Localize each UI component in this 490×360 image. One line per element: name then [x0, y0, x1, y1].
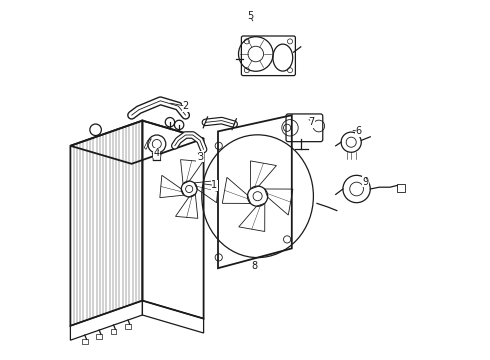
Text: 4: 4	[154, 148, 160, 158]
Text: 5: 5	[247, 11, 253, 21]
Text: 9: 9	[363, 177, 368, 187]
Text: 7: 7	[309, 117, 315, 127]
Text: 3: 3	[197, 152, 203, 162]
Text: 2: 2	[182, 101, 189, 111]
Text: 6: 6	[355, 126, 362, 136]
Text: 1: 1	[211, 180, 218, 190]
Text: 8: 8	[251, 261, 257, 271]
